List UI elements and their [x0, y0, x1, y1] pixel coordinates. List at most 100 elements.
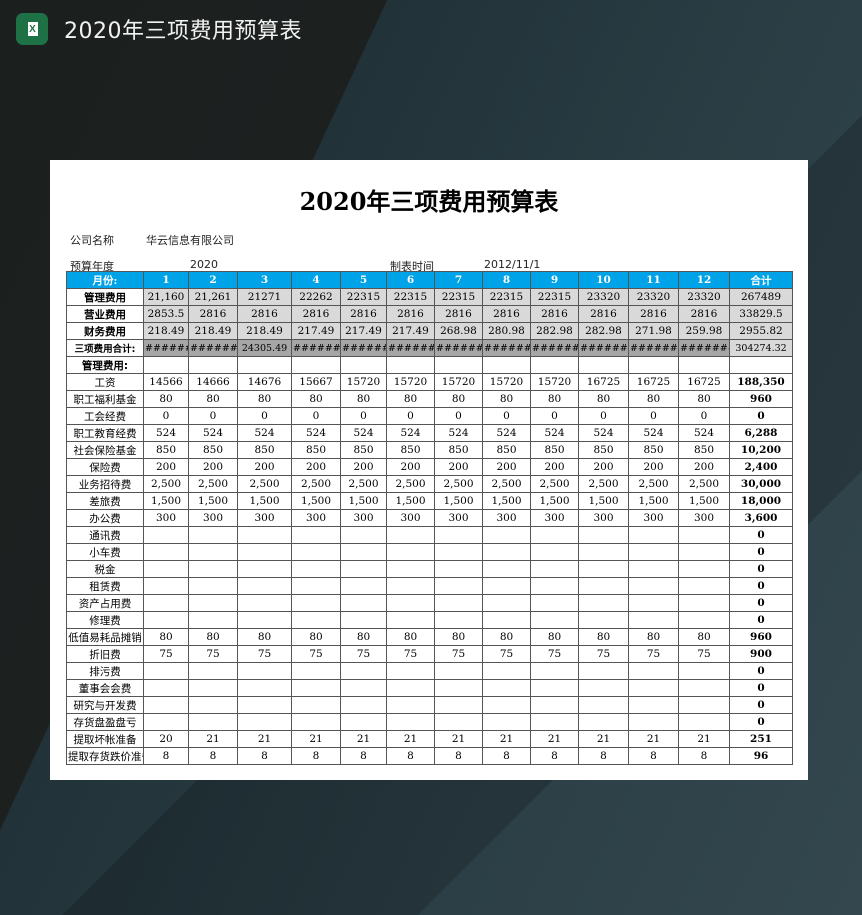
total-cell[interactable]: 0	[729, 594, 793, 612]
month-cell[interactable]: 75	[628, 645, 679, 663]
month-cell[interactable]: 80	[628, 628, 679, 646]
month-cell[interactable]: 300	[237, 509, 292, 527]
month-cell[interactable]: 80	[237, 390, 292, 408]
header-cell[interactable]: 月份:	[66, 271, 144, 289]
month-cell[interactable]: 75	[434, 645, 483, 663]
month-cell[interactable]	[340, 560, 387, 578]
header-cell[interactable]: 3	[237, 271, 292, 289]
month-cell[interactable]	[628, 560, 679, 578]
empty-cell[interactable]	[291, 356, 341, 374]
total-cell[interactable]: 18,000	[729, 492, 793, 510]
total-cell[interactable]: 304274.32	[729, 339, 793, 357]
month-cell[interactable]	[143, 526, 189, 544]
month-cell[interactable]: 2816	[291, 305, 341, 323]
month-cell[interactable]	[678, 560, 730, 578]
month-cell[interactable]	[291, 611, 341, 629]
month-cell[interactable]: 300	[628, 509, 679, 527]
month-cell[interactable]: 16725	[628, 373, 679, 391]
row-label[interactable]: 财务费用	[66, 322, 144, 340]
row-label[interactable]: 低值易耗品摊销	[66, 628, 144, 646]
month-cell[interactable]: 21	[482, 730, 531, 748]
month-cell[interactable]: 218.49	[237, 322, 292, 340]
month-cell[interactable]: 75	[188, 645, 238, 663]
month-cell[interactable]	[386, 526, 435, 544]
month-cell[interactable]: 21	[188, 730, 238, 748]
month-cell[interactable]	[530, 577, 579, 595]
month-cell[interactable]	[386, 662, 435, 680]
month-cell[interactable]: 850	[678, 441, 730, 459]
month-cell[interactable]: 24305.49	[237, 339, 292, 357]
month-cell[interactable]: ########	[291, 339, 341, 357]
month-cell[interactable]: 8	[628, 747, 679, 765]
month-cell[interactable]: 1,500	[678, 492, 730, 510]
month-cell[interactable]: 23320	[628, 288, 679, 306]
empty-cell[interactable]	[530, 356, 579, 374]
total-cell[interactable]: 251	[729, 730, 793, 748]
total-cell[interactable]: 2,400	[729, 458, 793, 476]
total-cell[interactable]: 0	[729, 611, 793, 629]
total-cell[interactable]: 30,000	[729, 475, 793, 493]
month-cell[interactable]: 0	[237, 407, 292, 425]
month-cell[interactable]	[678, 713, 730, 731]
month-cell[interactable]	[434, 560, 483, 578]
month-cell[interactable]	[291, 543, 341, 561]
month-cell[interactable]: 524	[340, 424, 387, 442]
total-cell[interactable]: 33829.5	[729, 305, 793, 323]
month-cell[interactable]: 850	[188, 441, 238, 459]
month-cell[interactable]: 0	[434, 407, 483, 425]
header-cell[interactable]: 12	[678, 271, 730, 289]
month-cell[interactable]: 21	[291, 730, 341, 748]
month-cell[interactable]	[530, 611, 579, 629]
month-cell[interactable]	[628, 696, 679, 714]
month-cell[interactable]	[482, 526, 531, 544]
month-cell[interactable]	[482, 679, 531, 697]
month-cell[interactable]	[530, 713, 579, 731]
month-cell[interactable]: 2853.5	[143, 305, 189, 323]
month-cell[interactable]: 0	[578, 407, 629, 425]
month-cell[interactable]: 75	[237, 645, 292, 663]
month-cell[interactable]: 16725	[678, 373, 730, 391]
month-cell[interactable]: 14676	[237, 373, 292, 391]
empty-cell[interactable]	[628, 356, 679, 374]
month-cell[interactable]: 850	[386, 441, 435, 459]
month-cell[interactable]: 23320	[678, 288, 730, 306]
month-cell[interactable]: 300	[530, 509, 579, 527]
month-cell[interactable]	[340, 696, 387, 714]
month-cell[interactable]	[530, 526, 579, 544]
month-cell[interactable]: 8	[482, 747, 531, 765]
total-cell[interactable]: 2955.82	[729, 322, 793, 340]
month-cell[interactable]: 850	[530, 441, 579, 459]
header-cell[interactable]: 4	[291, 271, 341, 289]
month-cell[interactable]	[678, 577, 730, 595]
month-cell[interactable]	[482, 611, 531, 629]
month-cell[interactable]: 200	[291, 458, 341, 476]
month-cell[interactable]: 850	[578, 441, 629, 459]
row-label[interactable]: 税金	[66, 560, 144, 578]
month-cell[interactable]: 0	[482, 407, 531, 425]
month-cell[interactable]	[386, 543, 435, 561]
month-cell[interactable]: 80	[340, 628, 387, 646]
month-cell[interactable]	[237, 679, 292, 697]
row-label[interactable]: 职工教育经费	[66, 424, 144, 442]
month-cell[interactable]	[386, 696, 435, 714]
month-cell[interactable]	[188, 560, 238, 578]
month-cell[interactable]: 22262	[291, 288, 341, 306]
month-cell[interactable]	[628, 662, 679, 680]
month-cell[interactable]	[340, 662, 387, 680]
month-cell[interactable]: 2,500	[291, 475, 341, 493]
month-cell[interactable]: 2816	[237, 305, 292, 323]
month-cell[interactable]: 75	[291, 645, 341, 663]
month-cell[interactable]	[678, 543, 730, 561]
month-cell[interactable]: 80	[143, 628, 189, 646]
month-cell[interactable]	[628, 526, 679, 544]
header-cell[interactable]: 2	[188, 271, 238, 289]
month-cell[interactable]	[678, 696, 730, 714]
month-cell[interactable]: 2,500	[386, 475, 435, 493]
month-cell[interactable]: 21	[628, 730, 679, 748]
month-cell[interactable]: 80	[143, 390, 189, 408]
month-cell[interactable]	[434, 696, 483, 714]
month-cell[interactable]: 0	[340, 407, 387, 425]
month-cell[interactable]: 80	[291, 628, 341, 646]
month-cell[interactable]: 200	[578, 458, 629, 476]
row-label[interactable]: 通讯费	[66, 526, 144, 544]
